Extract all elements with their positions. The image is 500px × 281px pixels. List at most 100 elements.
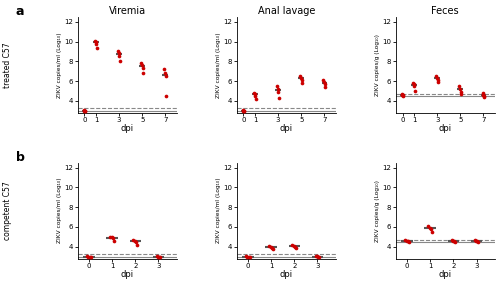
Y-axis label: ZIKV copies/ml (Log₁₀): ZIKV copies/ml (Log₁₀) (216, 32, 222, 98)
Point (450, 239, 458, 243)
Y-axis label: ZIKV copies/ml (Log₁₀): ZIKV copies/ml (Log₁₀) (216, 178, 222, 243)
Point (478, 91, 486, 95)
Point (275, 96, 283, 100)
Point (427, 226, 435, 231)
Point (240, 108, 248, 113)
Text: Immuno-
competent C57: Immuno- competent C57 (0, 181, 12, 240)
Point (291, 244, 299, 249)
Point (426, 226, 434, 230)
Point (160, 67, 168, 71)
Point (296, 74, 304, 78)
Point (288, 243, 296, 247)
Point (268, 245, 276, 250)
Point (244, 254, 252, 259)
Point (448, 237, 456, 242)
Y-axis label: ZIKV copies/ml (Log₁₀): ZIKV copies/ml (Log₁₀) (57, 32, 62, 98)
Point (480, 95, 488, 99)
Y-axis label: ZIKV copies/g (Log₁₀): ZIKV copies/g (Log₁₀) (376, 180, 380, 242)
Point (266, 244, 274, 249)
Point (130, 239, 138, 243)
Point (238, 108, 246, 112)
X-axis label: dpi: dpi (120, 270, 134, 279)
Point (80, 108, 88, 112)
Point (115, 51, 123, 56)
X-axis label: dpi: dpi (280, 270, 293, 279)
Point (106, 235, 114, 239)
Point (434, 78, 442, 82)
X-axis label: dpi: dpi (438, 124, 452, 133)
Point (93, 46, 101, 51)
Point (138, 61, 145, 65)
Point (480, 94, 488, 98)
Point (316, 254, 324, 259)
Point (432, 74, 440, 78)
Point (244, 254, 252, 259)
Point (266, 243, 274, 248)
Point (246, 254, 254, 259)
Point (156, 254, 164, 259)
Point (139, 71, 147, 76)
Point (273, 84, 281, 88)
Point (320, 78, 328, 82)
Point (240, 108, 248, 113)
Point (290, 243, 298, 248)
Point (402, 237, 409, 242)
Text: Anti Ifnar1
treated C57: Anti Ifnar1 treated C57 (0, 42, 12, 88)
Text: a: a (16, 5, 24, 18)
Point (242, 253, 250, 258)
Point (479, 93, 487, 97)
Point (162, 94, 170, 98)
Point (152, 253, 160, 258)
Point (474, 239, 482, 244)
Point (297, 76, 305, 80)
Title: Viremia: Viremia (108, 6, 146, 16)
Point (456, 84, 464, 88)
Point (116, 59, 124, 64)
Point (80, 108, 88, 113)
Point (274, 87, 282, 91)
Point (138, 63, 146, 67)
Point (154, 254, 162, 259)
Title: Anal lavage: Anal lavage (258, 6, 315, 16)
Point (84, 254, 92, 259)
X-axis label: dpi: dpi (280, 124, 293, 133)
Point (314, 254, 322, 259)
Point (320, 82, 328, 86)
Point (110, 239, 118, 243)
Point (457, 92, 465, 96)
Point (239, 108, 247, 113)
Point (162, 74, 170, 78)
Point (470, 237, 478, 242)
Text: b: b (16, 151, 24, 164)
Point (473, 239, 481, 243)
Point (116, 54, 124, 59)
Point (404, 239, 412, 243)
Point (456, 87, 464, 91)
Point (132, 239, 140, 244)
Point (449, 239, 457, 243)
Point (109, 235, 117, 240)
Point (433, 76, 441, 80)
Point (82, 108, 90, 113)
Y-axis label: ZIKV copies/g (Log₁₀): ZIKV copies/g (Log₁₀) (376, 34, 380, 96)
X-axis label: dpi: dpi (438, 270, 452, 279)
Point (292, 245, 300, 250)
Point (108, 235, 116, 239)
Point (250, 91, 258, 95)
Point (411, 89, 419, 93)
Point (130, 237, 138, 242)
Point (398, 93, 406, 97)
Point (402, 239, 410, 243)
Point (410, 84, 418, 88)
Point (133, 243, 141, 247)
Title: Feces: Feces (432, 6, 459, 16)
Point (456, 90, 464, 94)
Point (252, 97, 260, 101)
Point (92, 39, 100, 44)
Point (428, 230, 436, 234)
Point (399, 93, 407, 97)
Point (83, 253, 91, 258)
Point (161, 71, 169, 76)
Point (451, 239, 459, 244)
Point (114, 49, 122, 54)
